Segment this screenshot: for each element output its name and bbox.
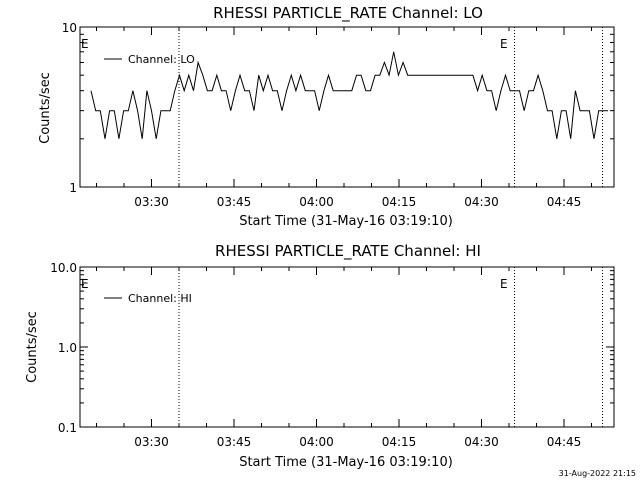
panel-hi-ylabel: Counts/sec [25, 311, 40, 383]
panel-hi-event-lines [178, 267, 603, 427]
lo-ytick-label: 1 [69, 181, 77, 195]
panel-lo-yticks: 1 10 [62, 21, 614, 195]
lo-ytick-label: 10 [62, 21, 77, 35]
panel-lo-xticks: 03:30 03:45 04:00 04:15 04:30 04:45 [96, 27, 592, 209]
hi-xtick-label: 04:15 [382, 435, 417, 449]
series-line-lo [90, 51, 608, 139]
lo-xtick-label: 04:00 [299, 195, 334, 209]
hi-xtick-label: 03:30 [134, 435, 169, 449]
panel-lo-event-lines [178, 27, 603, 187]
panel-lo-frame [79, 26, 615, 188]
footer-timestamp: 31-Aug-2022 21:15 [559, 469, 636, 478]
legend-label-hi: Channel: HI [128, 292, 192, 305]
event-marker-hi-start: E [81, 277, 89, 291]
event-marker-lo-start: E [81, 37, 89, 51]
panel-lo-ylabel: Counts/sec [38, 72, 53, 144]
panel-hi-legend: Channel: HI [104, 292, 192, 305]
hi-xtick-label: 04:45 [547, 435, 582, 449]
panel-hi-frame [79, 266, 615, 428]
hi-ytick-label: 0.1 [58, 421, 77, 435]
event-marker-lo-end: E [500, 37, 508, 51]
legend-label-lo: Channel: LO [128, 53, 195, 66]
panel-hi-title: RHESSI PARTICLE_RATE Channel: HI [215, 242, 481, 261]
lo-xtick-label: 03:30 [134, 195, 169, 209]
lo-xtick-label: 03:45 [217, 195, 252, 209]
panel-lo-xlabel: Start Time (31-May-16 03:19:10) [239, 214, 453, 229]
hi-xtick-label: 04:30 [464, 435, 499, 449]
panel-lo-legend: Channel: LO [104, 53, 195, 66]
panel-hi-xlabel: Start Time (31-May-16 03:19:10) [239, 455, 453, 470]
hi-ytick-label: 1.0 [58, 341, 77, 355]
panel-hi-yticks: 0.1 1.0 10.0 [50, 261, 614, 435]
panel-lo: RHESSI PARTICLE_RATE Channel: LO Counts/… [38, 4, 615, 229]
lo-xtick-label: 04:30 [464, 195, 499, 209]
lo-xtick-label: 04:15 [382, 195, 417, 209]
panel-hi: RHESSI PARTICLE_RATE Channel: HI Counts/… [25, 242, 615, 470]
hi-ytick-label: 10.0 [50, 261, 77, 275]
panel-lo-title: RHESSI PARTICLE_RATE Channel: LO [213, 4, 483, 23]
event-marker-hi-end: E [500, 277, 508, 291]
lo-xtick-label: 04:45 [547, 195, 582, 209]
hi-xtick-label: 03:45 [217, 435, 252, 449]
panel-hi-xticks: 03:30 03:45 04:00 04:15 04:30 04:45 [96, 267, 592, 449]
hi-xtick-label: 04:00 [299, 435, 334, 449]
